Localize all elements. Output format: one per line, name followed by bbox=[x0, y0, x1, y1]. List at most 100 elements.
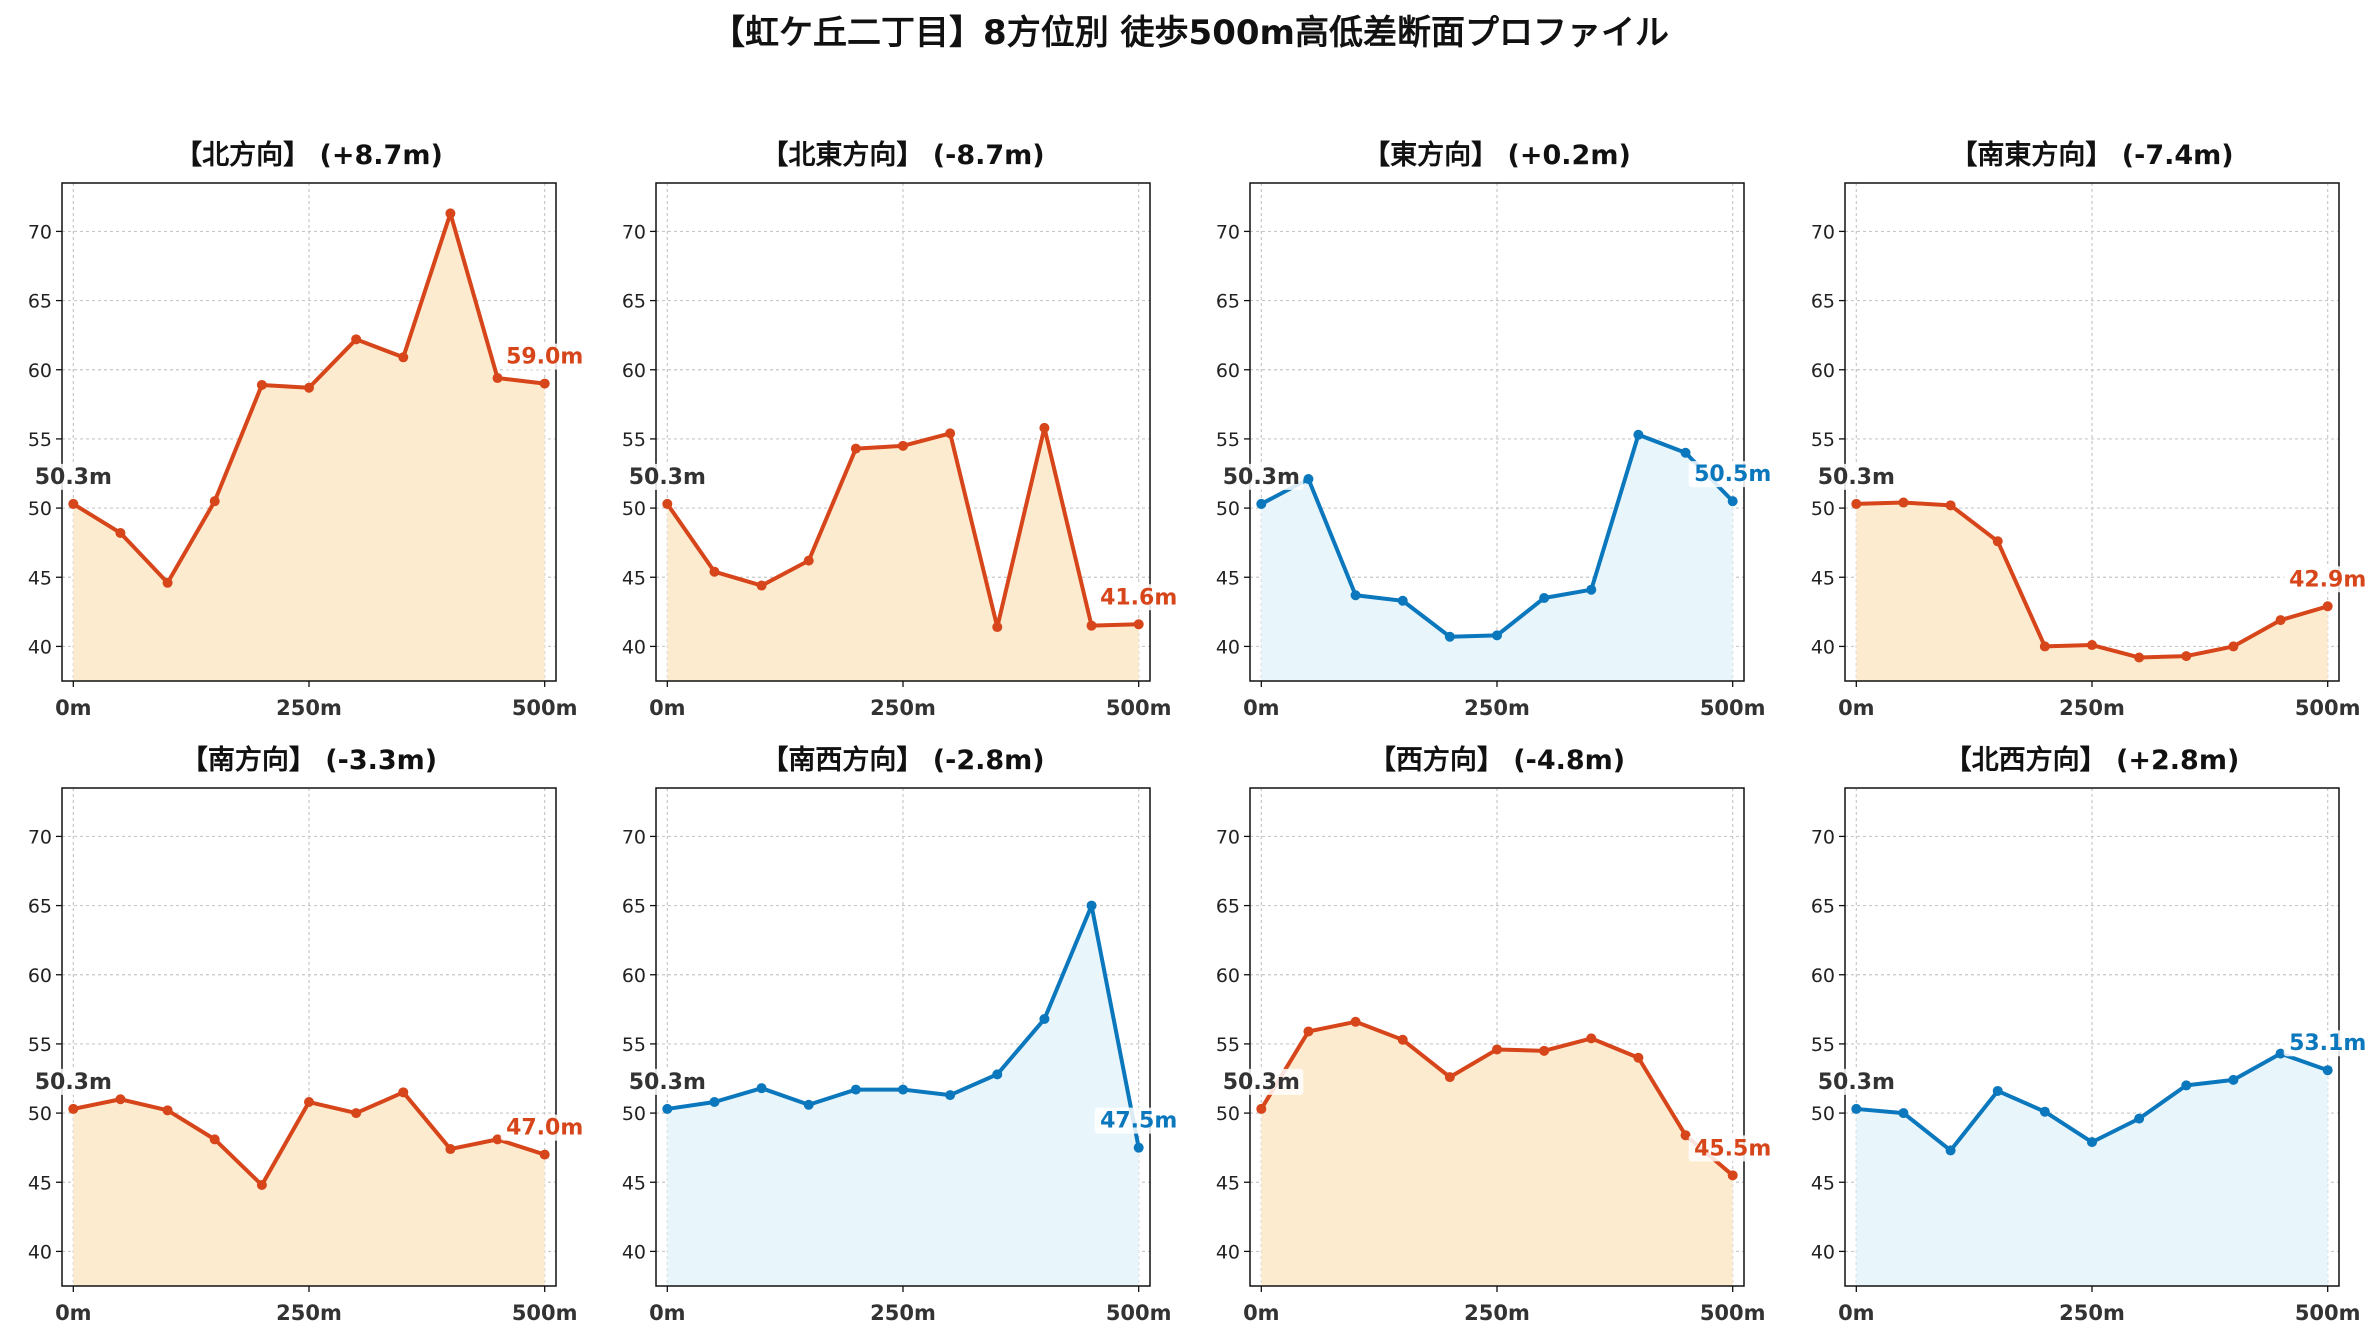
data-point bbox=[1397, 1034, 1408, 1045]
elevation-area bbox=[73, 213, 545, 681]
data-point bbox=[992, 1069, 1003, 1080]
data-point bbox=[2322, 601, 2333, 612]
elevation-area bbox=[667, 427, 1139, 681]
data-point bbox=[945, 428, 956, 439]
start-elevation-label: 50.3m bbox=[1223, 465, 1300, 490]
y-tick-label: 70 bbox=[1811, 826, 1835, 848]
elevation-area bbox=[1261, 1021, 1733, 1286]
data-point bbox=[445, 1144, 456, 1155]
y-tick-label: 70 bbox=[1216, 826, 1240, 848]
panel-6: 【南西方向】 (-2.8m) 40 45 50 55 60 65 70 0m 250m 500m 50… bbox=[622, 744, 1183, 1325]
y-tick-label: 55 bbox=[1216, 1034, 1240, 1056]
data-point bbox=[398, 352, 409, 363]
end-elevation-label: 47.0m bbox=[506, 1116, 583, 1141]
data-point bbox=[1039, 422, 1050, 433]
end-elevation-label: 41.6m bbox=[1100, 585, 1177, 610]
data-point bbox=[2228, 641, 2239, 652]
data-point bbox=[2322, 1065, 2333, 1076]
start-label-bg bbox=[625, 463, 710, 490]
x-tick-label: 500m bbox=[1106, 696, 1172, 720]
data-point bbox=[2181, 651, 2192, 662]
y-tick-label: 40 bbox=[1216, 636, 1240, 658]
x-tick-label: 500m bbox=[512, 1301, 578, 1325]
data-point bbox=[68, 498, 79, 509]
data-point bbox=[850, 1084, 861, 1095]
data-point bbox=[662, 1103, 673, 1114]
x-tick-label: 500m bbox=[2295, 696, 2361, 720]
y-tick-label: 55 bbox=[1216, 429, 1240, 451]
y-tick-label: 70 bbox=[28, 221, 52, 243]
data-point bbox=[1680, 1130, 1691, 1141]
panel-1: 【北方向】 (+8.7m) 40 45 50 55 60 65 70 0m 250m 500m 50.… bbox=[28, 139, 589, 720]
data-point bbox=[1945, 500, 1956, 511]
x-tick-label: 0m bbox=[649, 696, 686, 720]
y-tick-label: 65 bbox=[622, 896, 646, 918]
panel-7: 【西方向】 (-4.8m) 40 45 50 55 60 65 70 0m 250m 500m 50.… bbox=[1216, 744, 1777, 1325]
y-tick-label: 45 bbox=[28, 567, 52, 589]
y-tick-label: 70 bbox=[1216, 221, 1240, 243]
y-tick-label: 65 bbox=[1216, 896, 1240, 918]
data-point bbox=[1539, 593, 1550, 603]
panel-3: 【東方向】 (+0.2m) 40 45 50 55 60 65 70 0m 250m 500m 50.… bbox=[1216, 139, 1777, 720]
end-elevation-label: 47.5m bbox=[1100, 1109, 1177, 1134]
data-point bbox=[850, 443, 861, 454]
data-point bbox=[1039, 1014, 1050, 1025]
data-point bbox=[1992, 536, 2003, 547]
data-point bbox=[539, 378, 550, 389]
panel-title: 【南方向】 (-3.3m) bbox=[181, 744, 437, 776]
panel-4: 【南東方向】 (-7.4m) 40 45 50 55 60 65 70 0m 250m 500m 50… bbox=[1811, 139, 2372, 720]
data-point bbox=[2228, 1074, 2239, 1085]
start-label-bg bbox=[1814, 1068, 1899, 1095]
x-tick-label: 500m bbox=[1700, 1301, 1766, 1325]
elevation-area bbox=[667, 905, 1139, 1286]
elevation-area bbox=[1856, 1053, 2328, 1286]
y-tick-label: 50 bbox=[1811, 1103, 1835, 1125]
data-point bbox=[2134, 652, 2145, 663]
y-tick-label: 50 bbox=[28, 1103, 52, 1125]
start-label-bg bbox=[1219, 463, 1304, 490]
data-point bbox=[992, 622, 1003, 633]
x-tick-label: 0m bbox=[1243, 1301, 1280, 1325]
data-point bbox=[1539, 1045, 1550, 1056]
panel-title: 【東方向】 (+0.2m) bbox=[1363, 139, 1631, 171]
data-point bbox=[1256, 1103, 1267, 1114]
y-tick-label: 45 bbox=[1216, 567, 1240, 589]
y-tick-label: 65 bbox=[1811, 896, 1835, 918]
data-point bbox=[115, 1094, 126, 1105]
y-tick-label: 60 bbox=[1216, 360, 1240, 382]
data-point bbox=[756, 1083, 767, 1094]
data-point bbox=[2087, 1137, 2097, 1148]
start-elevation-label: 50.3m bbox=[35, 465, 112, 490]
x-tick-label: 0m bbox=[55, 696, 92, 720]
data-point bbox=[1350, 590, 1361, 601]
y-tick-label: 50 bbox=[28, 498, 52, 520]
data-point bbox=[1633, 1052, 1644, 1063]
data-point bbox=[1727, 496, 1738, 507]
start-elevation-label: 50.3m bbox=[629, 465, 706, 490]
y-tick-label: 70 bbox=[622, 826, 646, 848]
x-tick-label: 0m bbox=[1243, 696, 1280, 720]
data-point bbox=[2181, 1080, 2192, 1091]
panel-title: 【北西方向】 (+2.8m) bbox=[1945, 744, 2240, 776]
figure-title: 【虹ケ丘二丁目】8方位別 徒歩500m高低差断面プロファイル bbox=[711, 13, 1669, 53]
y-tick-label: 65 bbox=[28, 291, 52, 313]
elevation-area bbox=[1856, 502, 2328, 681]
start-label-bg bbox=[31, 463, 116, 490]
x-tick-label: 250m bbox=[870, 1301, 936, 1325]
data-point bbox=[209, 1134, 220, 1145]
start-elevation-label: 50.3m bbox=[35, 1070, 112, 1095]
x-tick-label: 0m bbox=[649, 1301, 686, 1325]
data-point bbox=[68, 1103, 79, 1114]
end-label-bg bbox=[1094, 1107, 1183, 1134]
data-point bbox=[1680, 447, 1691, 458]
y-tick-label: 65 bbox=[622, 291, 646, 313]
x-tick-label: 250m bbox=[1464, 1301, 1530, 1325]
y-tick-label: 65 bbox=[1216, 291, 1240, 313]
data-point bbox=[2275, 1048, 2286, 1059]
y-tick-label: 40 bbox=[1216, 1241, 1240, 1263]
data-point bbox=[256, 1180, 267, 1191]
data-point bbox=[351, 1108, 362, 1119]
y-tick-label: 70 bbox=[622, 221, 646, 243]
data-point bbox=[945, 1090, 956, 1101]
